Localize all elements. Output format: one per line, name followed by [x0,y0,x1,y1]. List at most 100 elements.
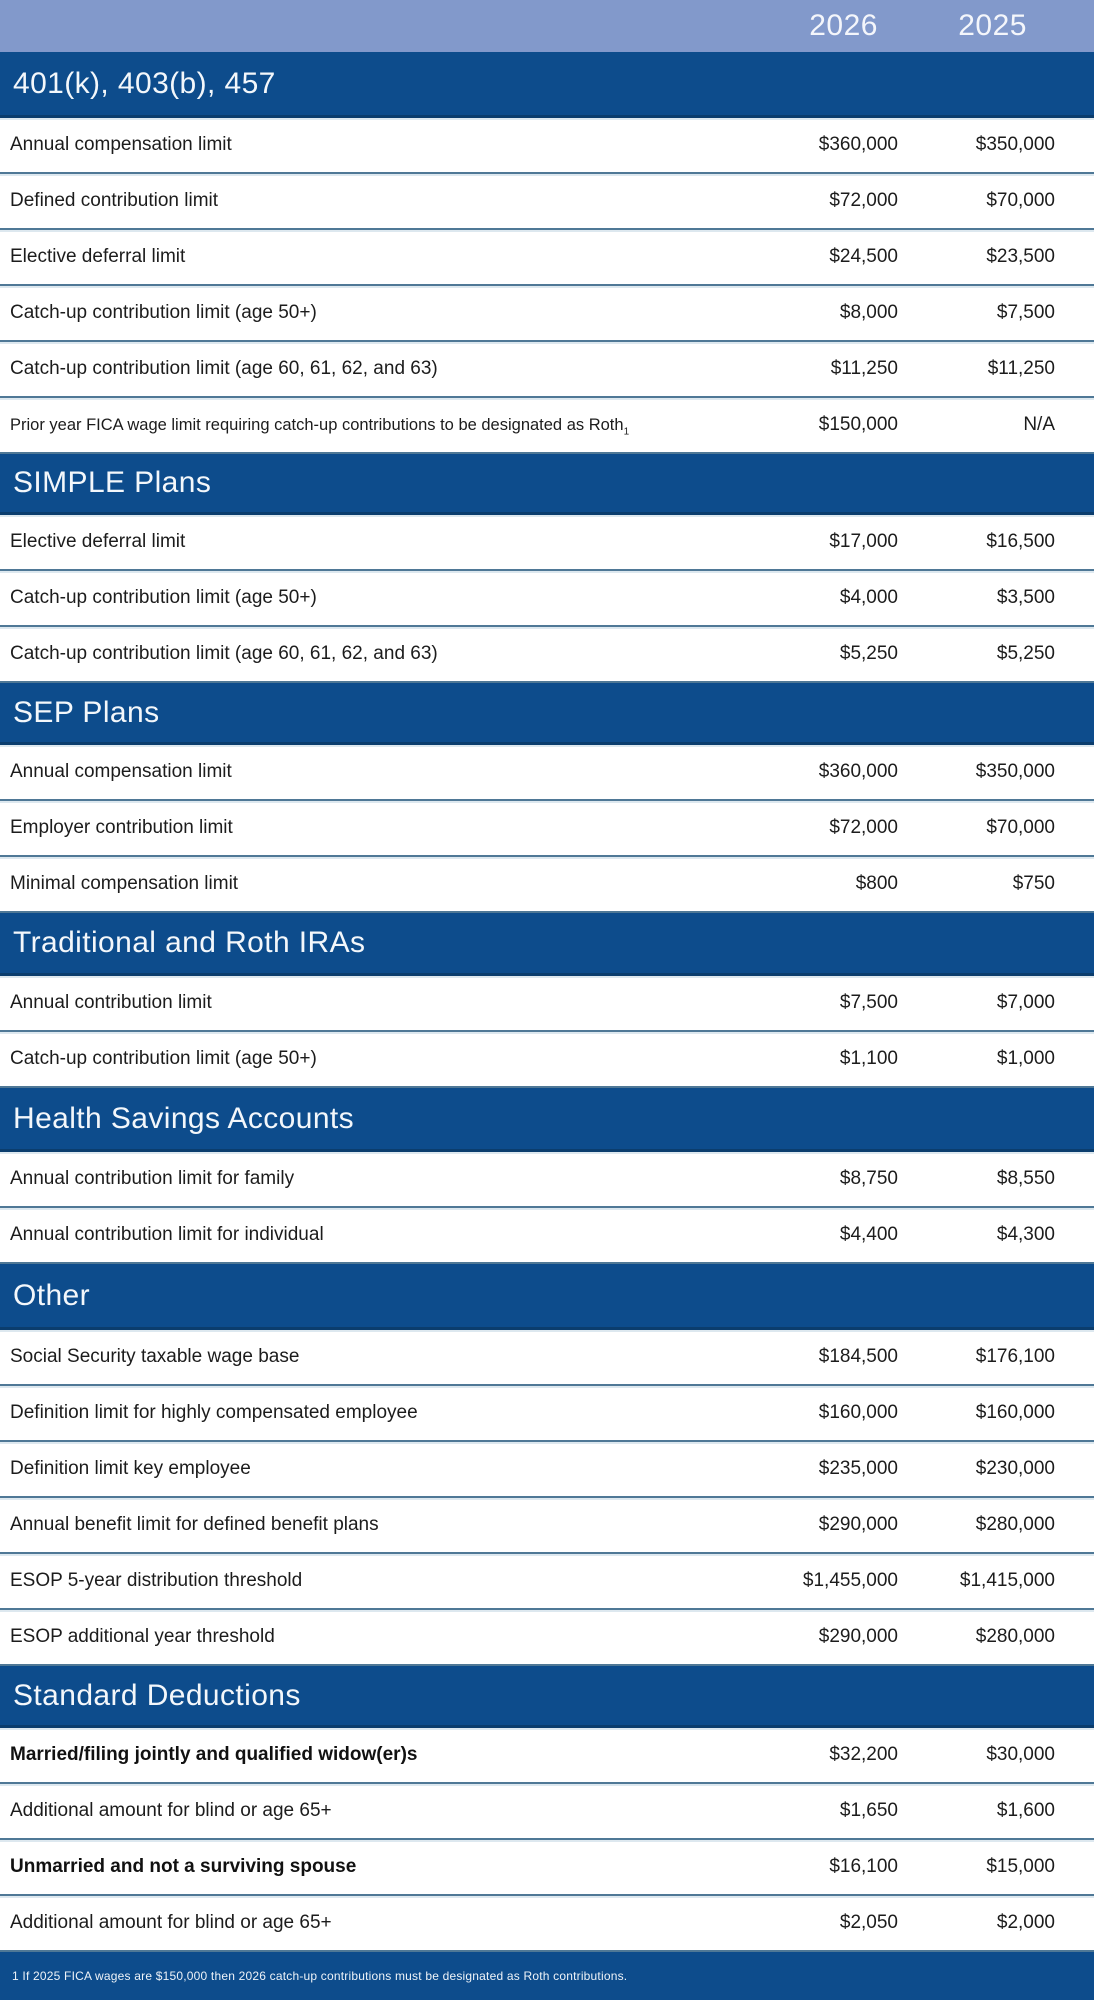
section-title: Standard Deductions [13,1678,301,1712]
row-label: Annual compensation limit [10,761,728,783]
row-label-text: Annual compensation limit [10,134,232,156]
table-row: Married/filing jointly and qualified wid… [0,1728,1094,1784]
value-2025: $3,500 [996,587,1055,608]
value-2025: $160,000 [975,1402,1055,1423]
table-row: Catch-up contribution limit (age 60, 61,… [0,342,1094,398]
row-label-text: Prior year FICA wage limit requiring cat… [10,415,624,434]
value-2025: $2,000 [996,1912,1055,1933]
table-row: Annual contribution limit for individual… [0,1208,1094,1264]
row-label: Annual contribution limit for individual [10,1224,728,1246]
value-2025: $1,000 [996,1048,1055,1069]
row-label: Catch-up contribution limit (age 50+) [10,302,728,324]
table-row: Additional amount for blind or age 65+ $1… [0,1784,1094,1840]
table-row: Defined contribution limit $72,000 $70,000 [0,174,1094,230]
value-2025: $350,000 [975,134,1055,155]
row-label-text: Catch-up contribution limit (age 50+) [10,302,317,324]
table-row: Prior year FICA wage limit requiring cat… [0,398,1094,454]
footnote-text: 1 If 2025 FICA wages are $150,000 then 2… [12,1969,628,1983]
section-title: SIMPLE Plans [13,466,212,499]
row-label: Annual contribution limit for family [10,1168,728,1190]
value-2026: $2,050 [839,1912,898,1933]
table-row: Social Security taxable wage base $184,50… [0,1330,1094,1386]
row-label: Additional amount for blind or age 65+ [10,1912,728,1934]
section-header: SIMPLE Plans [0,454,1094,515]
value-2026: $4,000 [839,587,898,608]
row-label-text: Catch-up contribution limit (age 50+) [10,1048,317,1070]
table-row: Elective deferral limit $17,000 $16,500 [0,515,1094,571]
row-label: Elective deferral limit [10,531,728,553]
value-2026: $8,000 [839,302,898,323]
row-label: Defined contribution limit [10,190,728,212]
section-header: SEP Plans [0,683,1094,745]
row-label-text: Additional amount for blind or age 65+ [10,1800,332,1822]
value-2025: $11,250 [987,358,1055,379]
row-label: Employer contribution limit [10,817,728,839]
year-header-row: 2026 2025 [0,0,1094,52]
row-label: Definition limit key employee [10,1458,728,1480]
table-row: Catch-up contribution limit (age 50+) $8,… [0,286,1094,342]
table-row: ESOP additional year threshold $290,000 $2… [0,1610,1094,1666]
row-label: Catch-up contribution limit (age 50+) [10,587,728,609]
value-2026: $150,000 [818,414,898,435]
value-2026: $800 [855,873,898,894]
table-row: ESOP 5-year distribution threshold $1,455… [0,1554,1094,1610]
row-label: Minimal compensation limit [10,873,728,895]
section-header: Other [0,1264,1094,1330]
value-2025: N/A [1023,414,1055,435]
row-label-text: Definition limit for highly compensated … [10,1402,418,1424]
row-label: ESOP additional year threshold [10,1626,728,1648]
year-column-2025: 2025 [958,9,1027,42]
value-2026: $360,000 [818,134,898,155]
value-2025: $280,000 [975,1626,1055,1647]
value-2025: $8,550 [996,1168,1055,1189]
table-row: Definition limit for highly compensated … [0,1386,1094,1442]
row-label: Catch-up contribution limit (age 60, 61,… [10,358,728,380]
table-row: Annual contribution limit for family $8,7… [0,1152,1094,1208]
row-label-text: Definition limit key employee [10,1458,251,1480]
table-row: Elective deferral limit $24,500 $23,500 [0,230,1094,286]
row-label: Unmarried and not a surviving spouse [10,1856,728,1878]
row-label-text: Annual contribution limit [10,992,212,1014]
row-label: Prior year FICA wage limit requiring cat… [10,415,728,437]
value-2025: $5,250 [996,643,1055,664]
row-label: Annual benefit limit for defined benefit… [10,1514,728,1536]
row-label-text: Catch-up contribution limit (age 60, 61,… [10,643,438,665]
row-label-text: Additional amount for blind or age 65+ [10,1912,332,1934]
table-row: Annual compensation limit $360,000 $350,00… [0,745,1094,801]
section-title: Health Savings Accounts [13,1101,355,1135]
row-label: Catch-up contribution limit (age 50+) [10,1048,728,1070]
value-2025: $750 [1012,873,1055,894]
row-label-text: Elective deferral limit [10,246,186,268]
value-2025: $230,000 [975,1458,1055,1479]
value-2025: $15,000 [986,1856,1055,1877]
year-column-2026: 2026 [809,9,878,42]
table-row: Additional amount for blind or age 65+ $2… [0,1896,1094,1952]
table-row: Employer contribution limit $72,000 $70,00… [0,801,1094,857]
section-title: Other [13,1278,91,1312]
section-title: 401(k), 403(b), 457 [13,66,276,100]
value-2026: $7,500 [839,992,898,1013]
value-2026: $184,500 [818,1346,898,1367]
row-label-text: Annual contribution limit for individual [10,1224,324,1246]
value-2026: $235,000 [818,1458,898,1479]
row-label-text: Annual contribution limit for family [10,1168,295,1190]
table-row: Catch-up contribution limit (age 60, 61,… [0,627,1094,683]
row-label: Annual compensation limit [10,134,728,156]
value-2026: $360,000 [818,761,898,782]
row-label-text: Unmarried and not a surviving spouse [10,1856,357,1878]
row-label-text: Elective deferral limit [10,531,186,553]
section-header: 401(k), 403(b), 457 [0,52,1094,118]
value-2025: $70,000 [986,817,1055,838]
row-label-text: Married/filing jointly and qualified wid… [10,1744,418,1766]
section-header: Health Savings Accounts [0,1088,1094,1152]
value-2026: $17,000 [829,531,898,552]
value-2026: $4,400 [839,1224,898,1245]
value-2025: $7,500 [996,302,1055,323]
row-label-text: Employer contribution limit [10,817,233,839]
table-row: Unmarried and not a surviving spouse $16,… [0,1840,1094,1896]
row-label: Social Security taxable wage base [10,1346,728,1368]
value-2025: $350,000 [975,761,1055,782]
value-2026: $72,000 [829,190,898,211]
section-header: Traditional and Roth IRAs [0,913,1094,976]
